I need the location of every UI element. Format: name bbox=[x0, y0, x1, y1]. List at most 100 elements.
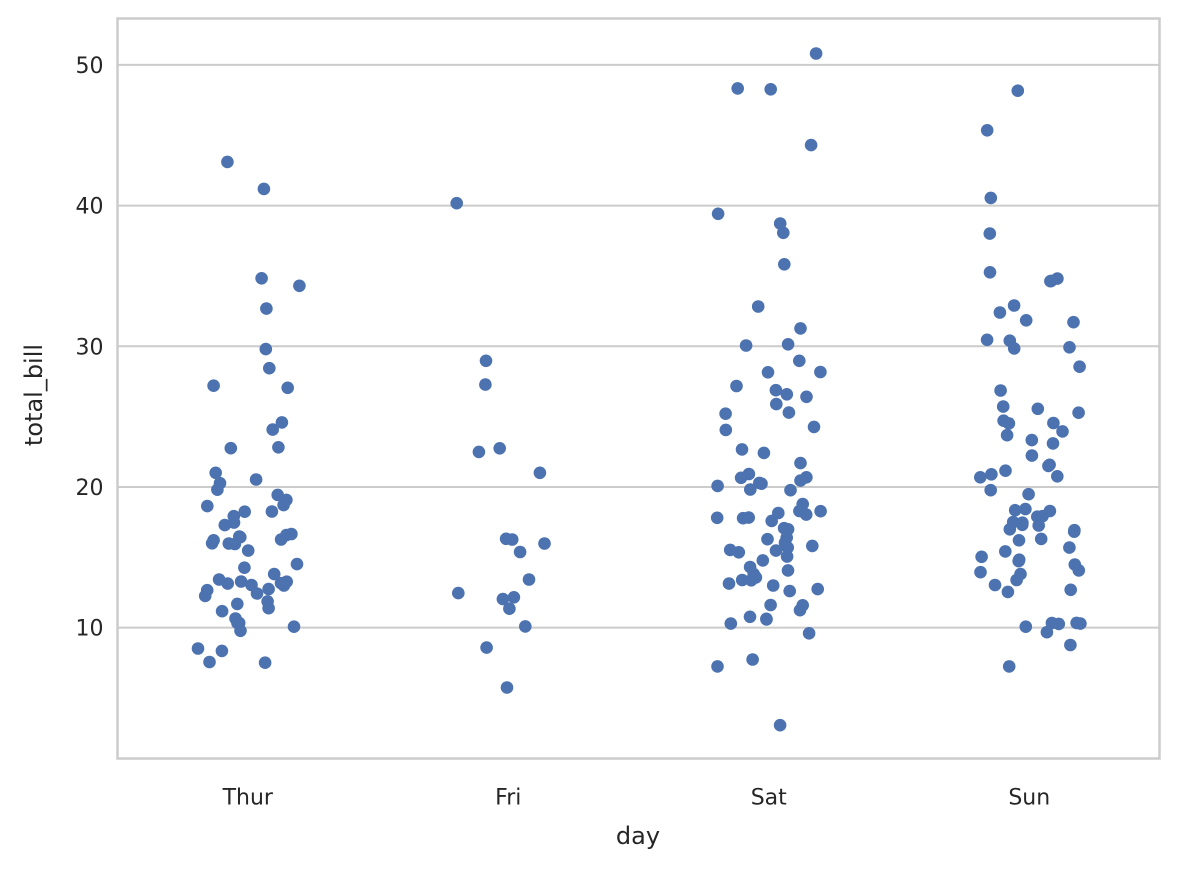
point-sun-28 bbox=[1025, 449, 1039, 462]
point-thur-1 bbox=[221, 155, 234, 169]
point-thur-59 bbox=[191, 642, 205, 655]
point-fri-11 bbox=[452, 586, 465, 600]
y-tick-label: 20 bbox=[76, 476, 104, 501]
point-sat-77 bbox=[773, 718, 787, 732]
point-fri-9 bbox=[513, 545, 527, 559]
point-thur-12 bbox=[272, 441, 285, 454]
point-sat-22 bbox=[807, 420, 821, 434]
point-thur-3 bbox=[293, 279, 306, 293]
point-sat-23 bbox=[719, 423, 733, 437]
point-sat-62 bbox=[744, 574, 758, 587]
point-thur-52 bbox=[262, 601, 275, 615]
point-thur-35 bbox=[241, 544, 255, 557]
point-sun-63 bbox=[1001, 585, 1015, 599]
point-sun-27 bbox=[1046, 437, 1060, 450]
point-sun-30 bbox=[1042, 459, 1055, 473]
point-thur-11 bbox=[224, 441, 238, 455]
point-thur-19 bbox=[277, 498, 290, 512]
point-sat-10 bbox=[781, 338, 795, 351]
point-sat-53 bbox=[769, 544, 783, 557]
point-fri-7 bbox=[505, 533, 519, 546]
y-tick-label: 30 bbox=[76, 335, 104, 360]
point-thur-6 bbox=[207, 379, 220, 393]
point-fri-0 bbox=[450, 196, 464, 210]
point-thur-36 bbox=[290, 557, 304, 571]
point-sun-58 bbox=[974, 565, 987, 579]
point-sat-66 bbox=[783, 584, 796, 598]
point-sat-20 bbox=[782, 406, 796, 419]
point-sun-1 bbox=[980, 124, 994, 137]
x-tick-label-sun: Sun bbox=[1008, 786, 1050, 811]
point-thur-10 bbox=[266, 423, 280, 436]
point-fri-4 bbox=[472, 445, 486, 459]
point-sat-12 bbox=[793, 354, 806, 368]
point-sun-68 bbox=[1019, 620, 1033, 633]
point-sat-18 bbox=[800, 390, 813, 404]
point-sun-52 bbox=[999, 545, 1012, 558]
point-sat-1 bbox=[731, 82, 744, 95]
point-sun-19 bbox=[1031, 402, 1045, 416]
point-fri-14 bbox=[503, 602, 516, 615]
point-sun-53 bbox=[975, 550, 988, 564]
point-sun-60 bbox=[1010, 573, 1023, 587]
point-sat-50 bbox=[806, 539, 819, 553]
point-sat-61 bbox=[735, 573, 749, 587]
point-sat-11 bbox=[739, 339, 753, 352]
point-thur-22 bbox=[265, 505, 279, 518]
point-sat-73 bbox=[724, 617, 738, 630]
point-sat-16 bbox=[769, 383, 783, 397]
point-sun-34 bbox=[974, 471, 987, 484]
point-sat-30 bbox=[794, 474, 807, 487]
point-fri-16 bbox=[480, 641, 493, 654]
point-sun-35 bbox=[984, 483, 997, 497]
point-sun-36 bbox=[1022, 487, 1035, 501]
y-axis-title: total_bill bbox=[20, 344, 48, 446]
point-sat-8 bbox=[751, 300, 765, 313]
point-sat-67 bbox=[764, 598, 777, 612]
point-sat-74 bbox=[802, 627, 816, 640]
point-sun-8 bbox=[1007, 299, 1021, 312]
y-tick-label: 50 bbox=[76, 54, 104, 79]
point-sat-34 bbox=[744, 483, 757, 496]
point-thur-14 bbox=[249, 473, 263, 486]
point-sun-33 bbox=[1051, 470, 1064, 483]
point-sat-29 bbox=[734, 471, 748, 485]
point-fri-10 bbox=[522, 573, 536, 586]
point-sun-67 bbox=[1052, 617, 1066, 631]
point-sat-19 bbox=[770, 397, 783, 411]
point-sat-2 bbox=[764, 83, 777, 96]
point-thur-51 bbox=[231, 597, 244, 611]
point-fri-1 bbox=[479, 354, 493, 368]
point-thur-21 bbox=[238, 505, 251, 518]
point-sat-54 bbox=[732, 546, 746, 559]
point-sat-40 bbox=[799, 508, 813, 521]
point-thur-13 bbox=[209, 466, 222, 480]
point-sun-20 bbox=[1072, 406, 1085, 420]
point-sat-7 bbox=[778, 258, 791, 271]
point-sat-65 bbox=[811, 582, 824, 596]
point-thur-7 bbox=[281, 381, 295, 395]
point-fri-12 bbox=[507, 591, 521, 604]
point-thur-40 bbox=[234, 575, 248, 588]
point-sun-18 bbox=[996, 400, 1010, 413]
point-sat-3 bbox=[804, 138, 818, 152]
point-thur-60 bbox=[215, 644, 229, 658]
point-sat-63 bbox=[722, 577, 736, 590]
point-sat-24 bbox=[735, 443, 749, 456]
point-sun-45 bbox=[1032, 519, 1045, 532]
x-tick-label-fri: Fri bbox=[495, 786, 521, 811]
point-thur-57 bbox=[287, 620, 301, 633]
point-thur-0 bbox=[257, 182, 271, 196]
point-thur-5 bbox=[259, 342, 273, 356]
point-sun-13 bbox=[980, 333, 994, 347]
point-sat-21 bbox=[719, 407, 732, 421]
point-sun-10 bbox=[1019, 314, 1033, 327]
point-sat-64 bbox=[766, 579, 780, 592]
point-thur-34 bbox=[228, 537, 242, 551]
point-sun-37 bbox=[1019, 502, 1032, 516]
point-sun-51 bbox=[1063, 541, 1076, 554]
point-sun-17 bbox=[994, 384, 1007, 397]
point-thur-20 bbox=[201, 499, 214, 513]
point-sat-17 bbox=[780, 388, 794, 401]
